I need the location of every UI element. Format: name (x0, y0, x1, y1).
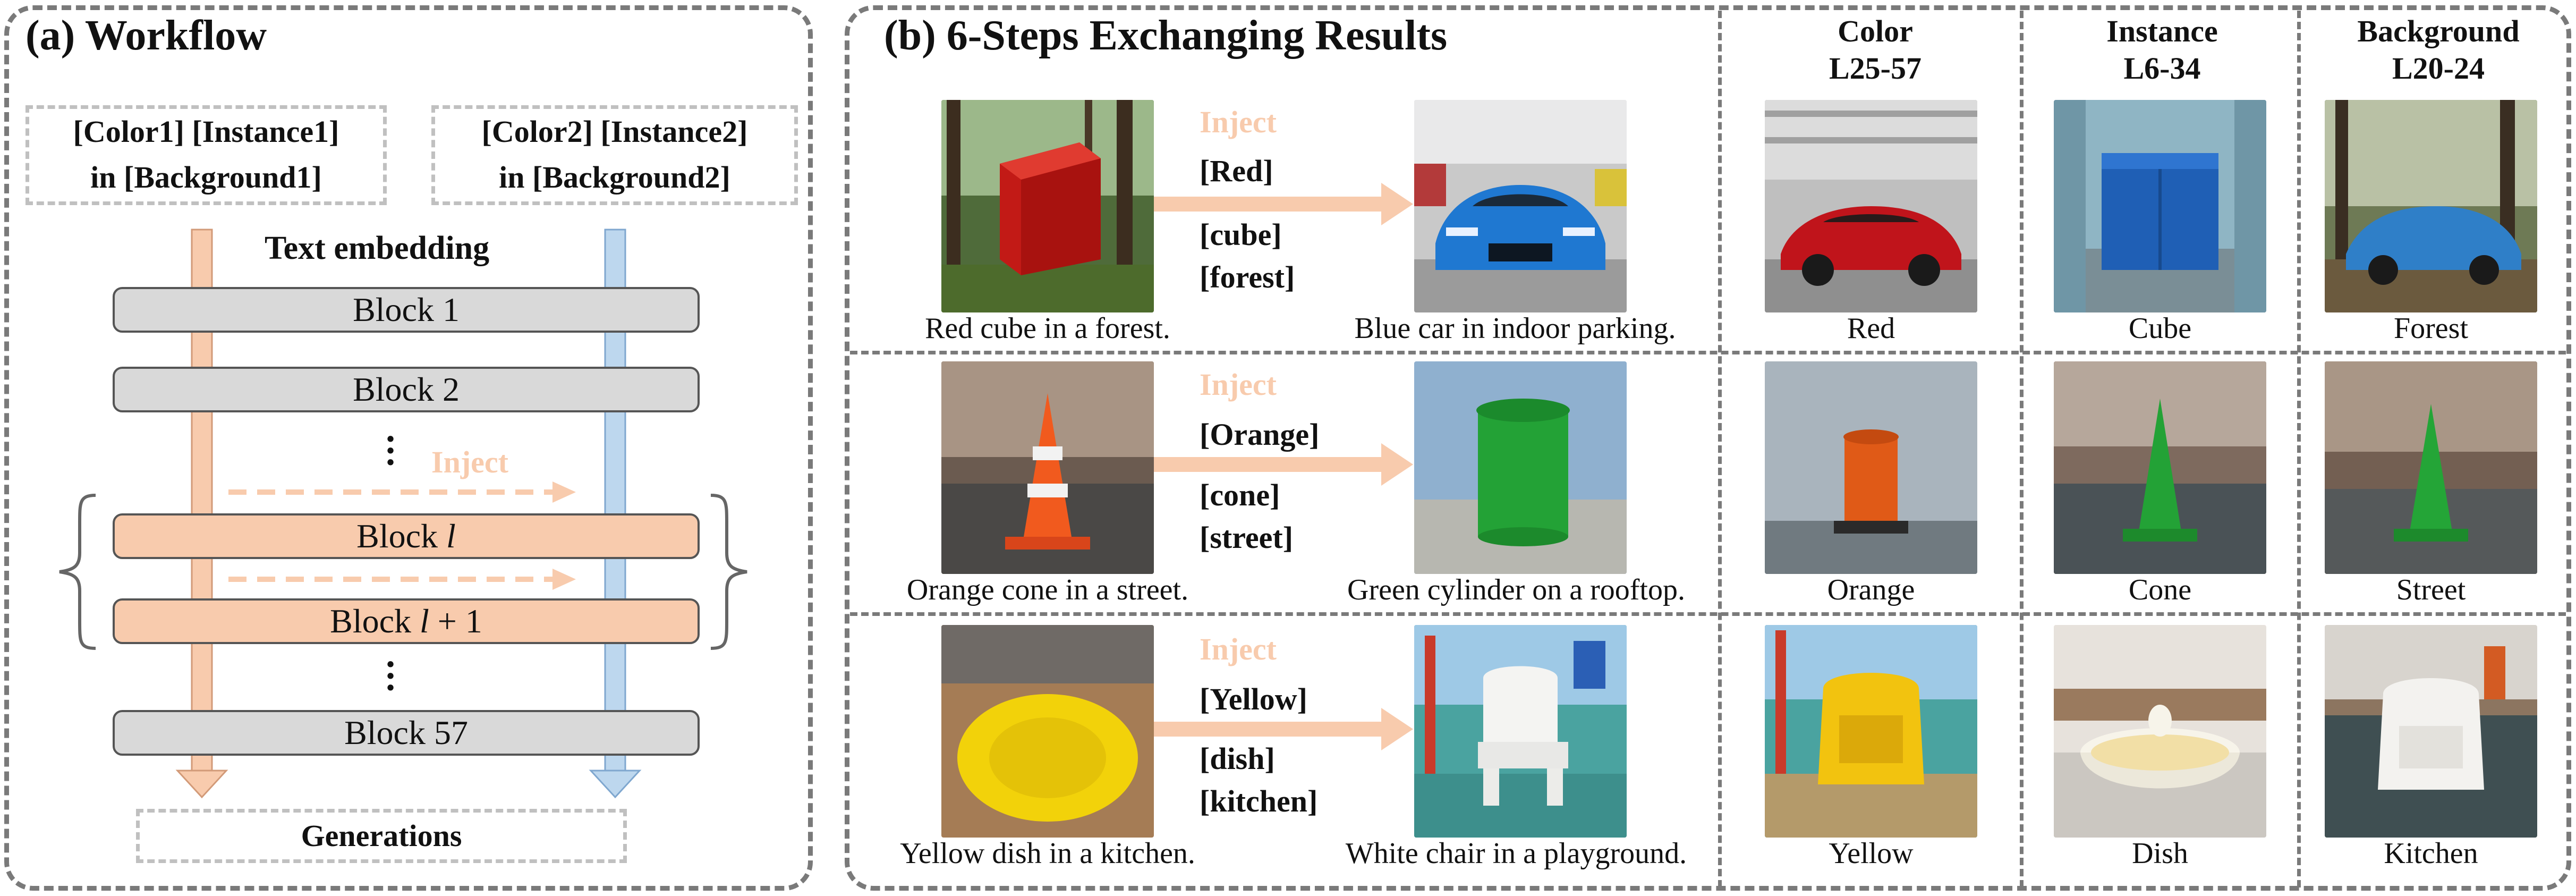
row1-token-color: [Red] (1200, 154, 1273, 188)
row1-result-color: Red (1847, 312, 1895, 345)
row3-result-instance: Dish (2132, 837, 2188, 870)
row2-token-background: [street] (1200, 520, 1294, 555)
column-color-range: L25-57 (1829, 51, 1922, 86)
row2-target-caption: Green cylinder on a rooftop. (1347, 573, 1685, 606)
column-background-range: L20-24 (2392, 51, 2485, 86)
row3-result-background: Kitchen (2384, 837, 2478, 870)
workflow-inject-label: Inject (431, 445, 508, 479)
result-image-yellow-chair (1765, 625, 1977, 838)
column-color-name: Color (1838, 14, 1913, 48)
row1-target-caption: Blue car in indoor parking. (1354, 312, 1676, 345)
target-image-blue-car (1414, 100, 1627, 312)
column-header-background: Background L20-24 (2327, 13, 2550, 87)
prompt-1-line-2: in [Background1] (90, 160, 322, 195)
prompt-2-line-2: in [Background2] (499, 160, 730, 195)
prompt-box-2: [Color2] [Instance2] in [Background2] (431, 105, 798, 205)
row1-result-background: Forest (2394, 312, 2468, 345)
column-background-name: Background (2357, 14, 2520, 48)
block-l-plus-1: Block l + 1 (113, 598, 700, 644)
results-panel (845, 5, 2571, 891)
row2-token-instance: [cone] (1200, 478, 1280, 512)
source-image-red-cube (941, 100, 1154, 312)
result-image-blue-cube (2054, 100, 2266, 312)
block-l: Block l (113, 513, 700, 559)
row3-token-color: [Yellow] (1200, 682, 1307, 716)
stream-arrowhead-2 (589, 770, 642, 799)
block-l-label: Block l (356, 517, 456, 555)
result-image-car-in-forest (2325, 100, 2537, 312)
result-image-white-chair-kitchen (2325, 625, 2537, 838)
row2-result-instance: Cone (2128, 573, 2192, 606)
row1-token-background: [forest] (1200, 260, 1295, 294)
row3-target-caption: White chair in a playground. (1345, 837, 1687, 870)
source-image-orange-cone (941, 361, 1154, 574)
row3-result-color: Yellow (1829, 837, 1914, 870)
row3-token-instance: [dish] (1200, 741, 1275, 776)
prompt-2-line-1: [Color2] [Instance2] (481, 114, 748, 149)
column-header-instance: Instance L6-34 (2051, 13, 2274, 87)
row2-result-color: Orange (1827, 573, 1915, 606)
generations-label: Generations (301, 818, 462, 853)
prompt-1-line-1: [Color1] [Instance1] (73, 114, 339, 149)
results-title: (b) 6-Steps Exchanging Results (884, 12, 1448, 59)
row2-inject-label: Inject (1200, 367, 1277, 402)
row2-result-background: Street (2396, 573, 2466, 606)
result-image-green-cone (2054, 361, 2266, 574)
column-separator-3 (2297, 11, 2301, 887)
prompt-box-1: [Color1] [Instance1] in [Background1] (25, 105, 387, 205)
target-image-green-cylinder (1414, 361, 1627, 574)
result-image-white-dish (2054, 625, 2266, 838)
column-header-color: Color L25-57 (1764, 13, 1987, 87)
row3-source-caption: Yellow dish in a kitchen. (900, 837, 1195, 870)
generations-box: Generations (136, 809, 627, 863)
source-image-yellow-dish (941, 625, 1154, 838)
row1-inject-label: Inject (1200, 105, 1277, 139)
row3-inject-label: Inject (1200, 632, 1277, 666)
block-57: Block 57 (113, 710, 700, 756)
target-image-white-chair (1414, 625, 1627, 838)
row3-token-background: [kitchen] (1200, 784, 1318, 818)
block-l-plus-1-label: Block l + 1 (330, 602, 482, 640)
workflow-title: (a) Workflow (25, 12, 267, 59)
row2-token-color: [Orange] (1200, 417, 1320, 452)
block-2: Block 2 (113, 367, 700, 412)
result-image-orange-cylinder (1765, 361, 1977, 574)
workflow-panel (4, 5, 813, 891)
block-1: Block 1 (113, 287, 700, 333)
row-separator-2 (850, 612, 2566, 616)
result-image-red-car (1765, 100, 1977, 312)
text-embedding-label: Text embedding (265, 230, 490, 266)
row1-token-instance: [cube] (1200, 217, 1282, 252)
row-separator-1 (850, 351, 2566, 354)
row1-source-caption: Red cube in a forest. (925, 312, 1170, 345)
column-instance-name: Instance (2106, 14, 2218, 48)
column-separator-1 (1718, 11, 1722, 887)
left-brace (59, 494, 96, 650)
column-instance-range: L6-34 (2123, 51, 2201, 86)
right-brace (710, 494, 747, 650)
result-image-green-cone-street (2325, 361, 2537, 574)
row1-result-instance: Cube (2128, 312, 2192, 345)
stream-arrowhead-1 (175, 770, 228, 799)
row2-source-caption: Orange cone in a street. (906, 573, 1189, 606)
column-separator-2 (2020, 11, 2024, 887)
